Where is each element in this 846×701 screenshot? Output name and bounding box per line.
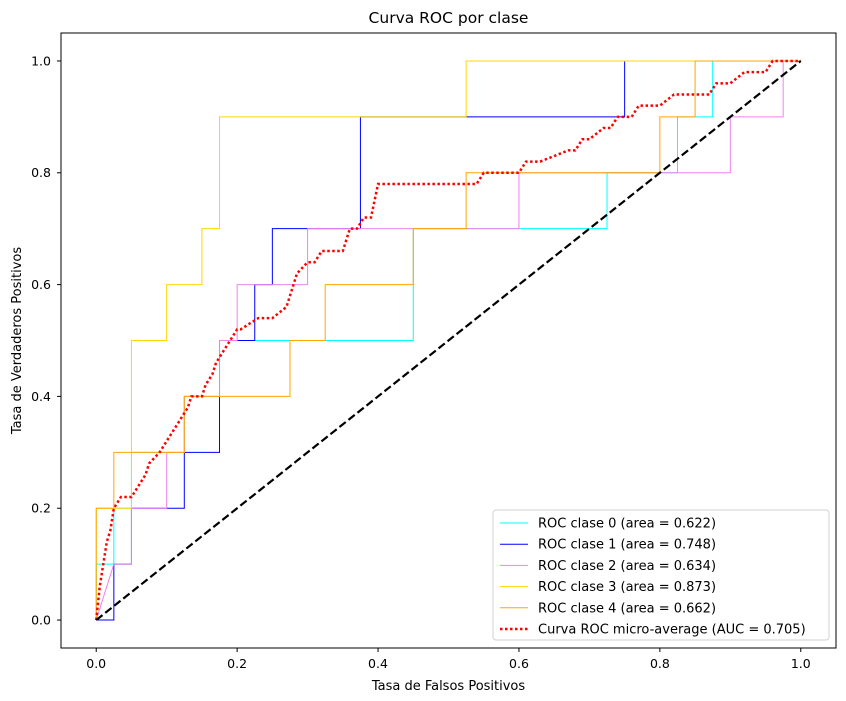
y-tick-label: 0.0	[31, 613, 51, 628]
plot-area	[60, 32, 837, 649]
axes-frame	[60, 32, 837, 649]
y-tick-label: 0.4	[31, 389, 51, 404]
y-tick-label: 0.8	[31, 165, 51, 180]
x-axis-label: Tasa de Falsos Positivos	[371, 679, 526, 694]
y-tick-label: 1.0	[31, 53, 51, 68]
roc-series-line-2	[95, 60, 801, 621]
legend-box	[492, 509, 830, 641]
y-tick-label: 0.6	[31, 277, 51, 292]
legend-entry-label: Curva ROC micro-average (AUC = 0.705)	[538, 623, 806, 638]
x-tick-label: 0.6	[509, 656, 529, 671]
legend-entry-label: ROC clase 2 (area = 0.634)	[538, 559, 716, 574]
y-axis-ticks: 0.0 0.2 0.4 0.6 0.8 1.0	[31, 53, 61, 628]
roc-series-line-5	[94, 59, 801, 621]
legend-entry-label: ROC clase 4 (area = 0.662)	[538, 601, 716, 616]
roc-series-line-3	[95, 60, 801, 621]
legend-entry-label: ROC clase 3 (area = 0.873)	[538, 580, 716, 595]
chart-title: Curva ROC por clase	[369, 9, 529, 27]
legend-entry-label: ROC clase 1 (area = 0.748)	[538, 538, 716, 553]
series-layer	[94, 59, 802, 621]
x-tick-label: 0.2	[227, 656, 247, 671]
legend-entry-label: ROC clase 0 (area = 0.622)	[538, 517, 716, 532]
x-axis-ticks: 0.0 0.2 0.4 0.6 0.8 1.0	[86, 648, 811, 671]
y-tick-label: 0.2	[31, 501, 51, 516]
legend: ROC clase 0 (area = 0.622) ROC clase 1 (a…	[492, 509, 830, 641]
x-tick-label: 0.8	[650, 656, 670, 671]
x-tick-label: 0.4	[368, 656, 388, 671]
chance-diagonal-line	[95, 60, 802, 621]
x-tick-label: 1.0	[791, 656, 811, 671]
roc-series-line-4	[95, 60, 801, 621]
x-tick-label: 0.0	[86, 656, 106, 671]
y-axis-label: Tasa de Verdaderos Positivos	[10, 247, 25, 435]
